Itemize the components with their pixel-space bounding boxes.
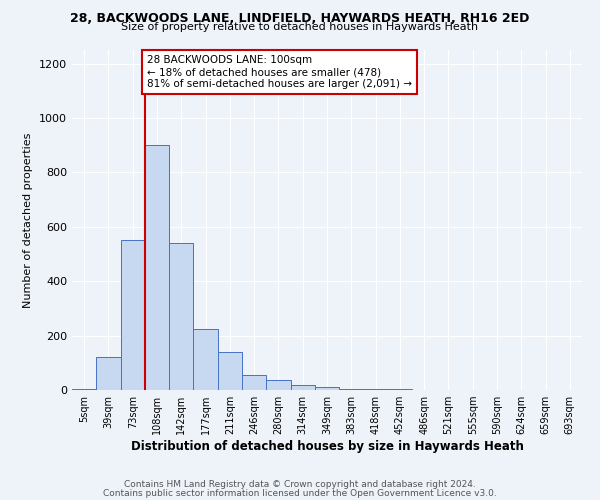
Bar [339, 388, 364, 390]
Y-axis label: Number of detached properties: Number of detached properties [23, 132, 34, 308]
Bar [96, 358, 121, 390]
X-axis label: Distribution of detached houses by size in Haywards Heath: Distribution of detached houses by size … [131, 440, 523, 453]
Text: 28, BACKWOODS LANE, LINDFIELD, HAYWARDS HEATH, RH16 2ED: 28, BACKWOODS LANE, LINDFIELD, HAYWARDS … [70, 12, 530, 26]
Bar [169, 243, 193, 390]
Bar [145, 145, 169, 390]
Bar [315, 388, 339, 390]
Bar [218, 352, 242, 390]
Bar [290, 384, 315, 390]
Bar [364, 388, 388, 390]
Text: Contains public sector information licensed under the Open Government Licence v3: Contains public sector information licen… [103, 488, 497, 498]
Bar [121, 240, 145, 390]
Text: 28 BACKWOODS LANE: 100sqm
← 18% of detached houses are smaller (478)
81% of semi: 28 BACKWOODS LANE: 100sqm ← 18% of detac… [147, 56, 412, 88]
Bar [266, 380, 290, 390]
Bar [388, 389, 412, 390]
Bar [242, 375, 266, 390]
Text: Size of property relative to detached houses in Haywards Heath: Size of property relative to detached ho… [121, 22, 479, 32]
Bar [72, 388, 96, 390]
Text: Contains HM Land Registry data © Crown copyright and database right 2024.: Contains HM Land Registry data © Crown c… [124, 480, 476, 489]
Bar [193, 329, 218, 390]
